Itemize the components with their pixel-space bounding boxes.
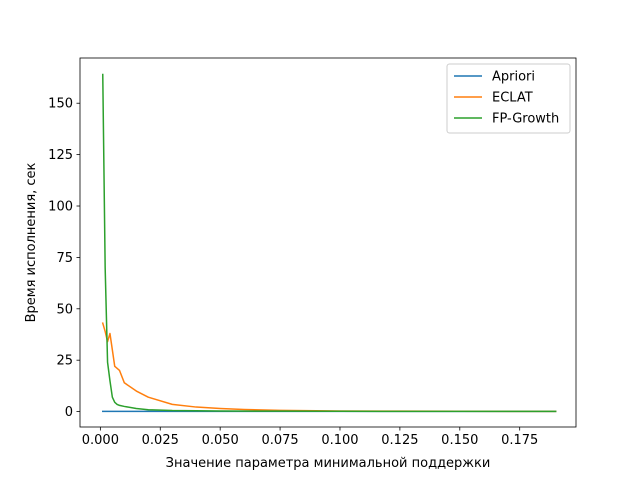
y-tick-label: 100 [48,200,73,215]
y-axis: 0 25 50 75 100 125 150 [48,97,80,420]
y-axis-label: Время исполнения, сек [24,162,39,322]
y-tick-label: 150 [48,97,73,112]
legend: Apriori ECLAT FP-Growth [446,63,571,134]
x-tick-label: 0.150 [441,433,478,448]
x-tick-label: 0.100 [321,433,358,448]
y-tick-label: 75 [56,251,73,266]
y-tick-label: 125 [48,148,73,163]
plot-area [79,57,577,428]
legend-label: FP-Growth [492,112,559,127]
legend-label: Apriori [492,70,535,85]
y-tick-label: 0 [65,405,73,420]
axes-frame [79,57,577,428]
x-tick-label: 0.075 [261,433,298,448]
legend-box [446,63,571,134]
y-tick-label: 25 [56,354,73,369]
x-tick-label: 0.050 [202,433,239,448]
x-axis: 0.000 0.025 0.050 0.075 0.100 0.125 0.150 0.175 [82,427,538,448]
legend-label: ECLAT [492,91,533,106]
x-axis-label: Значение параметра минимальной поддержки [166,456,491,471]
x-tick-label: 0.175 [501,433,538,448]
x-tick-label: 0.025 [142,433,179,448]
series-line-2 [102,73,557,413]
x-tick-label: 0.000 [82,433,119,448]
y-tick-label: 50 [56,302,73,317]
series-layer [101,73,557,413]
x-tick-label: 0.125 [381,433,418,448]
